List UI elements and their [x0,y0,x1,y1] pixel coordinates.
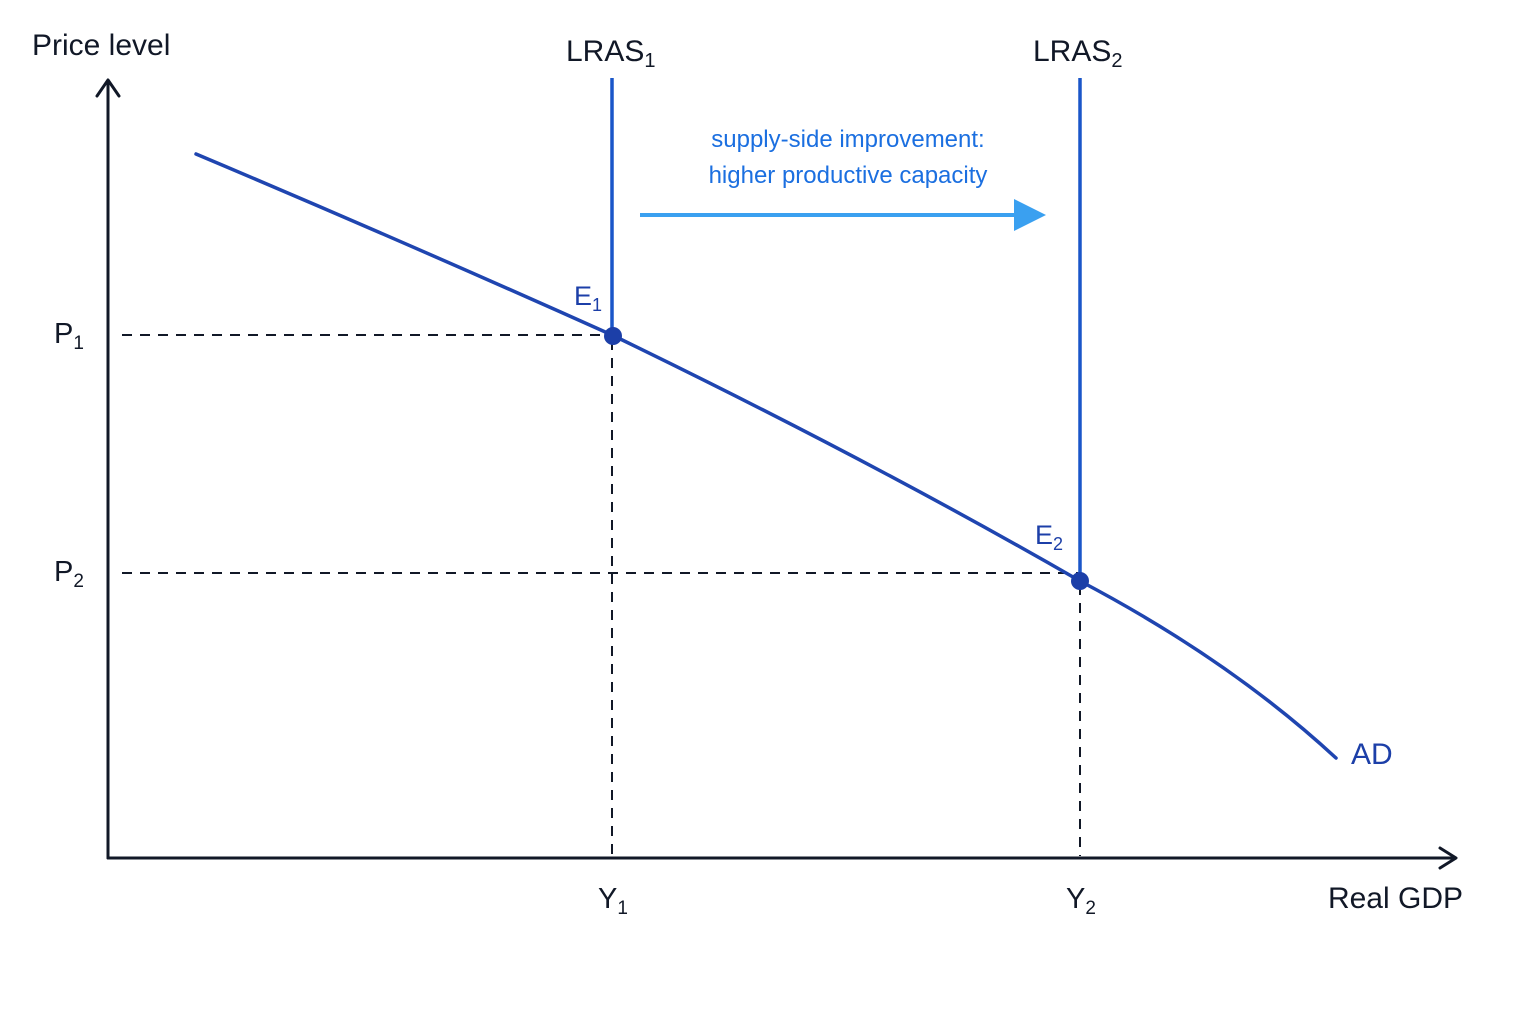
lras-1-label-base: LRAS [566,35,644,68]
p1-label-base: P [54,318,73,350]
e1-label-base: E [574,281,592,311]
e1-label-sub: 1 [592,295,602,315]
e2-label-base: E [1035,520,1053,550]
x-axis-arrowhead [1438,846,1458,870]
output-label-y1: Y1 [598,883,628,919]
shift-annotation-line-2: higher productive capacity [709,162,988,189]
lras-2-label: LRAS2 [1033,35,1123,72]
equilibrium-point-e2 [1071,572,1089,590]
axes [95,78,1458,870]
ad-curve [194,152,1338,760]
y-axis-arrowhead [95,78,121,98]
price-label-p2: P2 [54,556,84,592]
lras-2-label-sub: 2 [1111,50,1122,72]
lras-1-label-sub: 1 [644,50,655,72]
equilibrium-label-e2: E2 [1035,520,1063,554]
price-label-p1: P1 [54,318,84,354]
p2-label-sub: 2 [73,571,84,592]
y2-label-base: Y [1066,883,1085,915]
y-axis-title: Price level [32,29,170,62]
ad-curve-label: AD [1351,738,1393,771]
y1-label-sub: 1 [617,898,628,919]
equilibrium-label-e1: E1 [574,281,602,315]
equilibrium-point-e1 [604,327,622,345]
e2-label-sub: 2 [1053,534,1063,554]
p2-label-base: P [54,556,73,588]
y1-label-base: Y [598,883,617,915]
y2-label-sub: 2 [1085,898,1096,919]
x-axis-title: Real GDP [1328,882,1463,915]
guide-lines [122,334,1081,856]
p1-label-sub: 1 [73,333,84,354]
output-label-y2: Y2 [1066,883,1096,919]
lras-1-label: LRAS1 [566,35,656,72]
lras-2-label-base: LRAS [1033,35,1111,68]
shift-annotation-line-1: supply-side improvement: [711,126,984,153]
